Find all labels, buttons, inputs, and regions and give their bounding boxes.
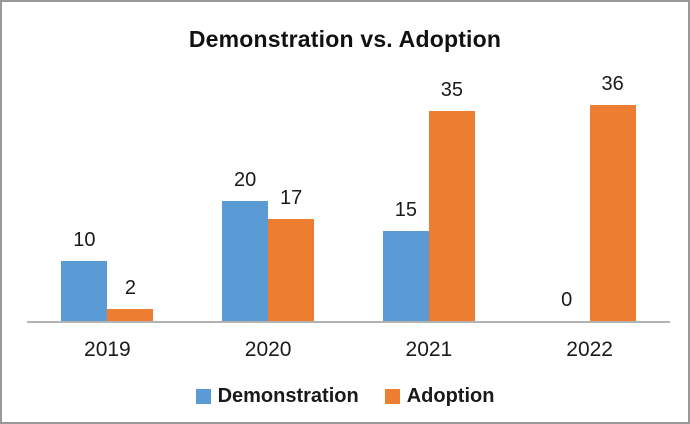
- legend-label: Adoption: [406, 385, 495, 407]
- bar-demonstration-2019: [61, 261, 108, 321]
- bar-wrap: 36: [589, 73, 636, 321]
- bar-group-2019: 10 2: [27, 230, 188, 321]
- bar-wrap: 35: [428, 79, 475, 321]
- bar-demonstration-2021: [382, 231, 429, 321]
- bar-wrap: 20: [222, 169, 269, 321]
- data-label-demonstration-2019: 10: [73, 229, 96, 251]
- x-axis-labels: 2019 2020 2021 2022: [27, 338, 670, 362]
- bar-wrap: 10: [61, 229, 108, 321]
- data-label-adoption-2022: 36: [601, 73, 624, 95]
- bar-adoption-2021: [428, 111, 475, 321]
- bar-adoption-2022: [589, 105, 636, 321]
- plot-area: 10 2 20 17 15 35 0 36: [27, 74, 670, 321]
- chart-legend: Demonstration Adoption: [2, 385, 688, 408]
- bar-group-2020: 20 17: [188, 170, 349, 321]
- bar-adoption-2019: [107, 309, 154, 321]
- bar-group-2022: 0 36: [509, 74, 670, 321]
- bar-wrap: 17: [268, 187, 315, 321]
- x-axis-label-2019: 2019: [84, 338, 131, 361]
- legend-item-adoption: Adoption: [384, 385, 495, 408]
- legend-swatch-icon: [195, 389, 211, 404]
- bar-wrap: 2: [107, 277, 154, 321]
- legend-label: Demonstration: [217, 385, 359, 407]
- x-axis-line: [27, 321, 670, 323]
- chart-title: Demonstration vs. Adoption: [188, 26, 502, 52]
- bar-demonstration-2020: [222, 201, 269, 321]
- data-label-adoption-2021: 35: [440, 79, 463, 101]
- x-axis-label-2021: 2021: [405, 338, 453, 361]
- data-label-demonstration-2020: 20: [234, 169, 257, 191]
- bar-wrap: 0: [544, 290, 590, 321]
- x-axis-label-2020: 2020: [244, 338, 292, 361]
- x-axis-label-2022: 2022: [566, 338, 613, 361]
- data-label-adoption-2020: 17: [280, 187, 303, 209]
- bar-group-2021: 15 35: [349, 80, 510, 321]
- data-label-demonstration-2022: 0: [561, 289, 573, 311]
- legend-item-demonstration: Demonstration: [195, 385, 359, 408]
- data-label-demonstration-2021: 15: [394, 199, 417, 221]
- bar-wrap: 15: [382, 199, 429, 321]
- bar-adoption-2020: [268, 219, 315, 321]
- data-label-adoption-2019: 2: [124, 277, 136, 299]
- legend-swatch-icon: [384, 389, 400, 404]
